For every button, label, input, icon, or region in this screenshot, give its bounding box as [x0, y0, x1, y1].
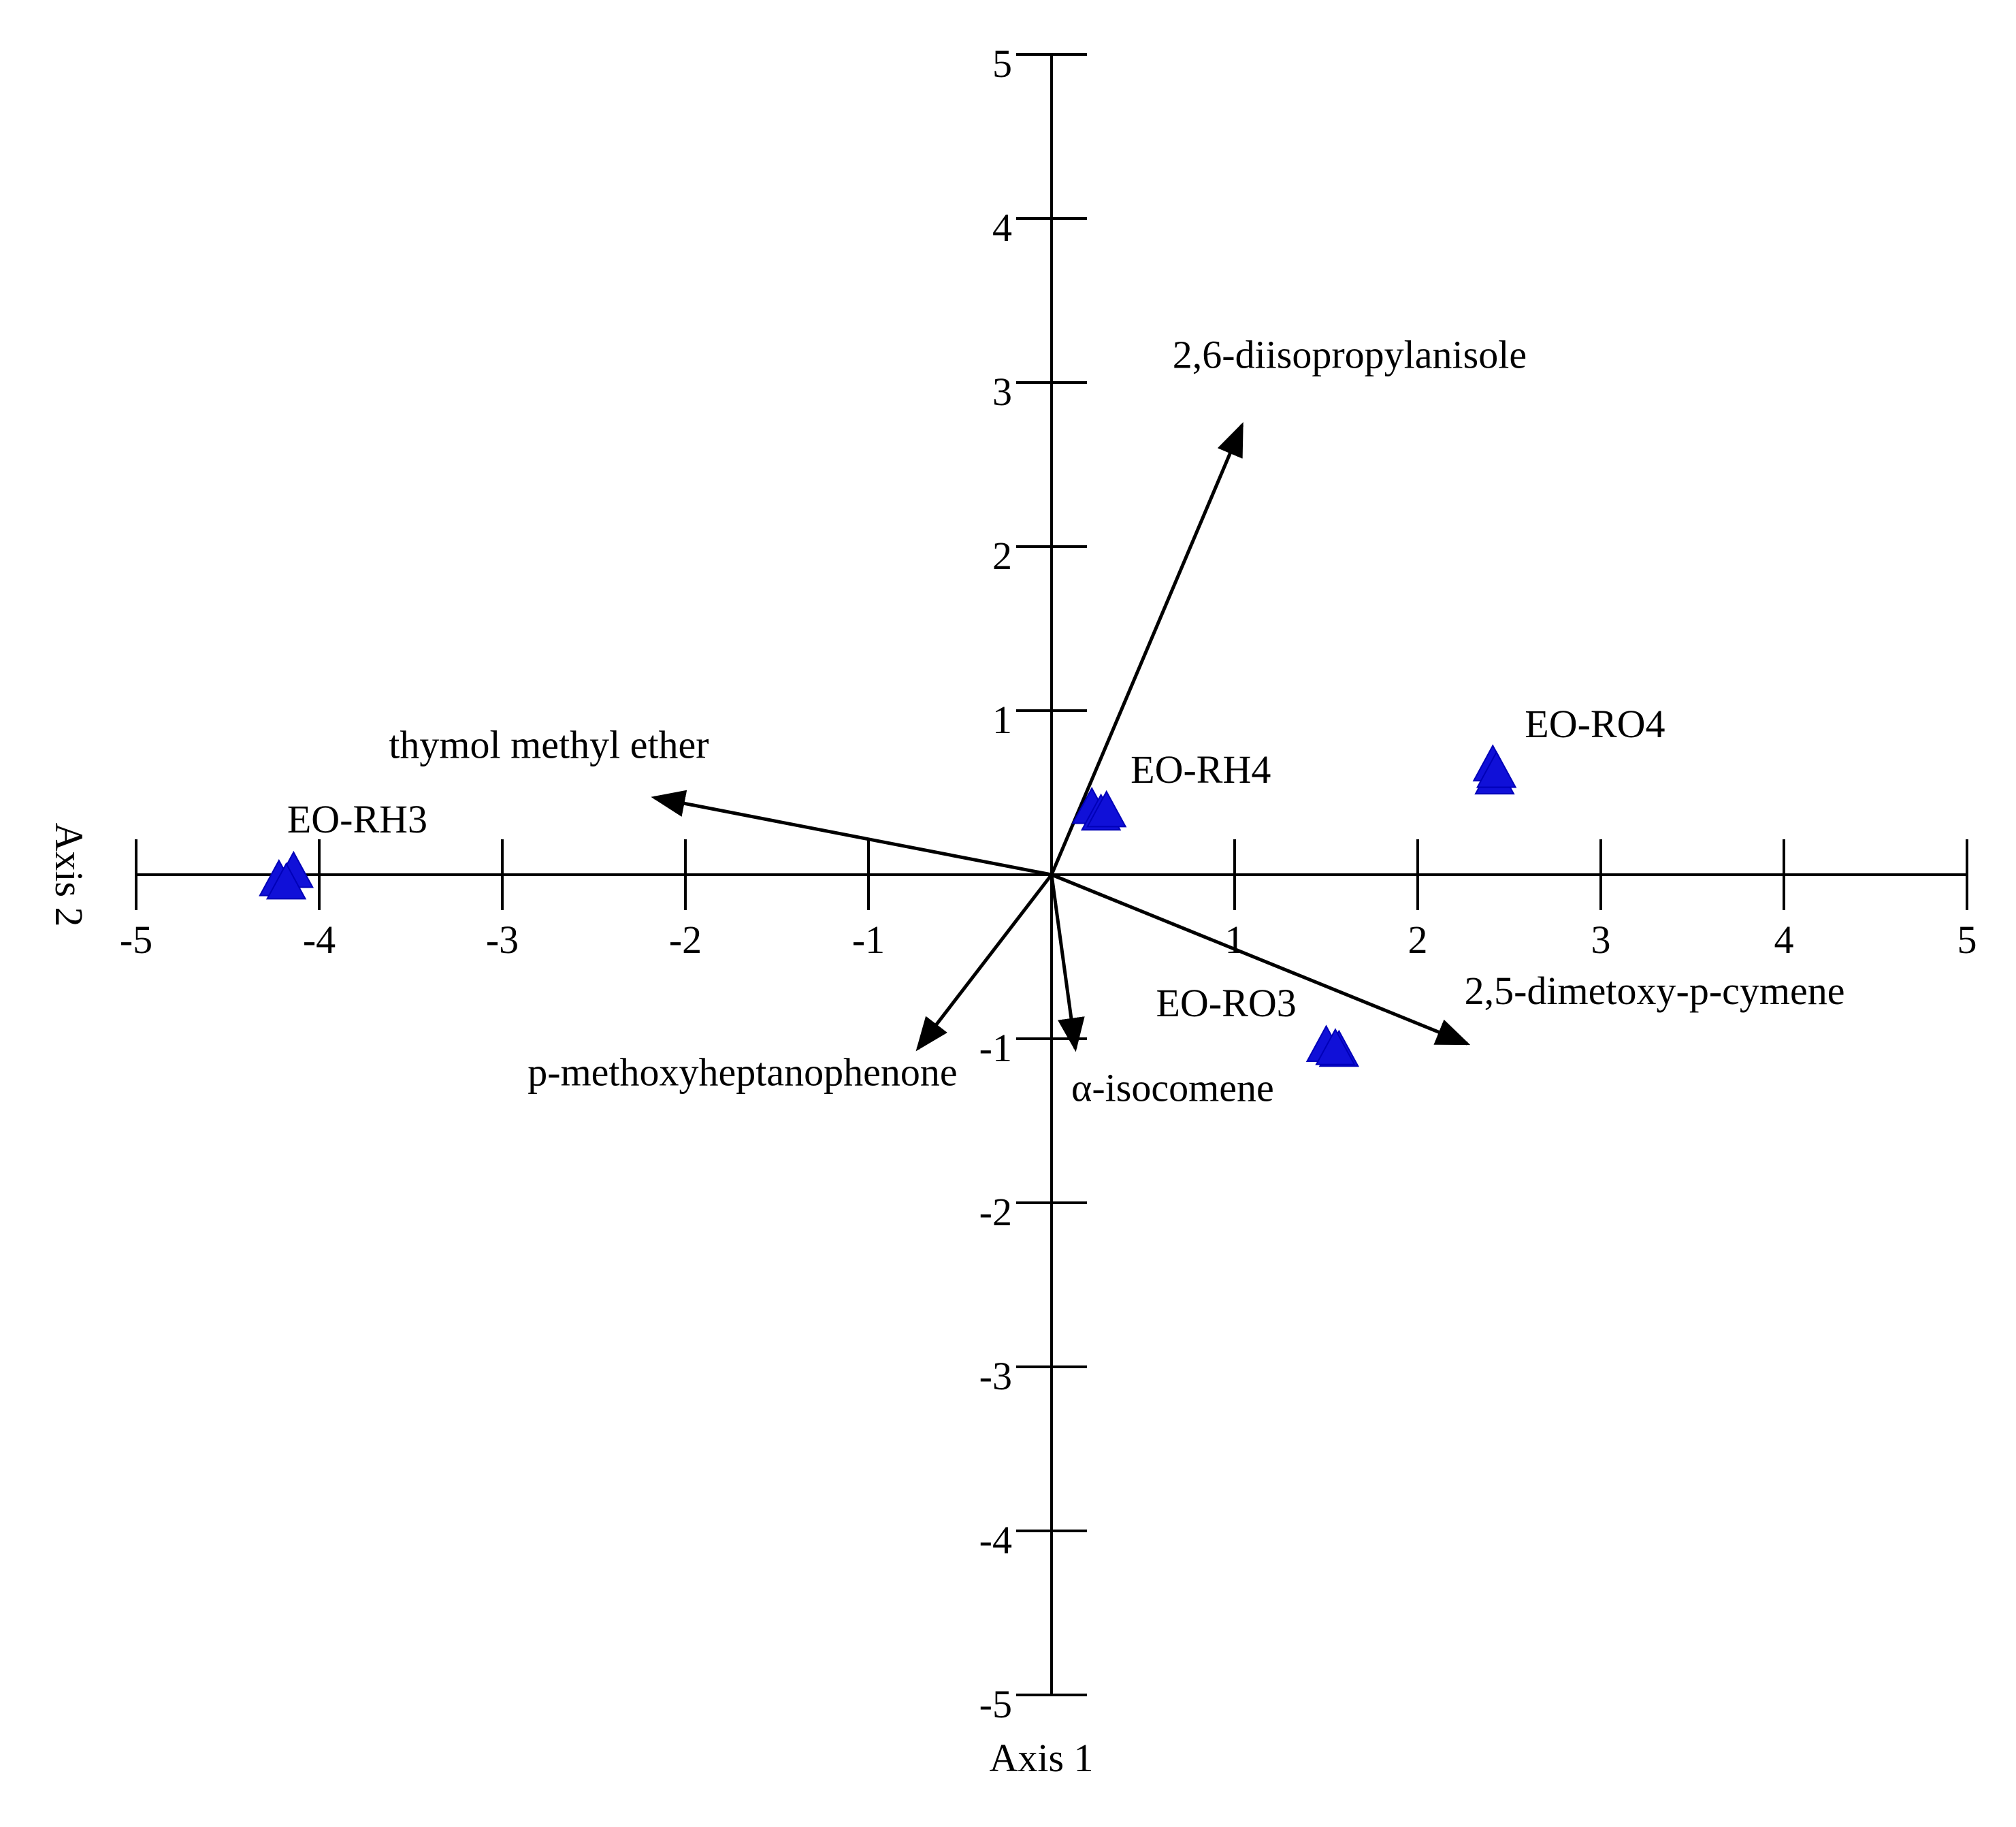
y-tick-label-2: 2 — [992, 534, 1012, 578]
y-tick-label-4: 4 — [992, 206, 1012, 250]
x-tick-label-2: 2 — [1408, 918, 1428, 962]
vectors-layer — [651, 422, 1471, 1052]
vector-label-p-methoxyheptanophenone: p-methoxyheptanophenone — [527, 1050, 957, 1094]
y-tick-label-5: 5 — [992, 42, 1012, 86]
x-tick-label-5: -5 — [120, 918, 152, 962]
point-eo-ro3-3 — [1315, 1028, 1356, 1065]
vector-label-2-6-diisopropylanisole: 2,6-diisopropylanisole — [1173, 333, 1527, 377]
y-axis-title: Axis 2 — [47, 822, 91, 926]
point-label-eo-rh3: EO-RH3 — [287, 797, 427, 841]
x-tick-label-1: 1 — [1225, 918, 1245, 962]
x-axis-title: Axis 1 — [989, 1736, 1093, 1780]
x-tick-label-4: 4 — [1774, 918, 1794, 962]
vector-label-alpha-isocomene: α-isocomene — [1071, 1065, 1274, 1110]
x-tick-label-3: -3 — [486, 918, 519, 962]
vector-p-methoxyheptanophenone — [915, 873, 1053, 1052]
y-tick-label-5: -5 — [979, 1682, 1012, 1726]
x-tick-label-5: 5 — [1957, 918, 1977, 962]
point-eo-ro4-3 — [1476, 750, 1517, 788]
vector-2-6-diisopropylanisole — [1050, 422, 1244, 875]
vector-alpha-isocomene — [1050, 874, 1085, 1052]
y-tick-label-1: -1 — [979, 1026, 1012, 1070]
y-tick-label-3: 3 — [992, 370, 1012, 414]
x-tick-label-4: -4 — [303, 918, 336, 962]
y-tick-label-1: 1 — [992, 698, 1012, 742]
labels-layer: 2,6-diisopropylanisole thymol methyl ethe… — [287, 333, 1845, 1110]
point-eo-rh3-3 — [265, 862, 307, 900]
x-tick-label-1: -1 — [852, 918, 885, 962]
y-tick-label-2: -2 — [979, 1190, 1012, 1234]
vector-thymol-methyl-ether — [651, 790, 1052, 877]
x-tick-label-2: -2 — [669, 918, 702, 962]
vector-label-thymol-methyl-ether: thymol methyl ether — [389, 723, 709, 767]
axes-layer: -5 -4 -3 -2 -1 1 2 3 4 5 5 4 3 2 1 -1 -2 -3 -4 -5 — [120, 42, 1977, 1726]
point-label-eo-ro3: EO-RO3 — [1156, 981, 1297, 1025]
point-label-eo-ro4: EO-RO4 — [1525, 702, 1665, 746]
point-label-eo-rh4: EO-RH4 — [1131, 747, 1271, 792]
vector-2-5-dimetoxy-p-cymene — [1051, 873, 1471, 1046]
y-tick-label-4: -4 — [979, 1518, 1012, 1562]
y-tick-label-3: -3 — [979, 1354, 1012, 1398]
point-eo-rh4-3 — [1086, 790, 1127, 828]
vector-label-2-5-dimetoxy-p-cymene: 2,5-dimetoxy-p-cymene — [1465, 969, 1845, 1013]
x-tick-label-3: 3 — [1591, 918, 1611, 962]
points-layer — [259, 744, 1517, 1067]
